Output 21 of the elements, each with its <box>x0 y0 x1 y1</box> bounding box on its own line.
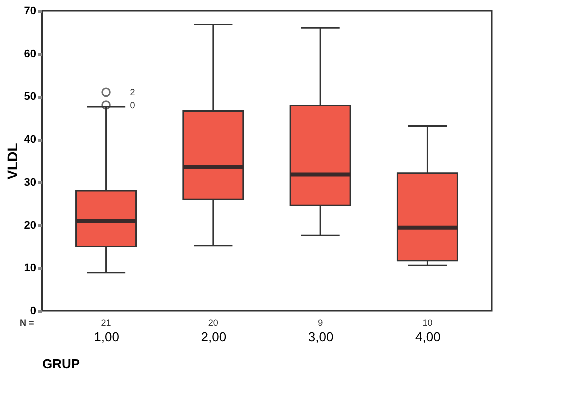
annotation: 0 <box>130 100 136 110</box>
x-tick-label: 2,00 <box>201 330 227 344</box>
y-tick-label: 50 <box>24 91 36 104</box>
annotation: 2 <box>130 87 136 98</box>
y-tick-label: 30 <box>24 176 36 189</box>
x-tick-label: 1,00 <box>94 330 120 344</box>
y-tick-label: 10 <box>24 262 36 275</box>
y-tick-label: 20 <box>24 220 36 232</box>
x-tick-label: 3,00 <box>308 330 334 344</box>
text: 9 <box>318 318 324 328</box>
y-tick-label: 40 <box>24 134 36 146</box>
text: 20 <box>208 318 218 328</box>
y-tick-label: 0 <box>30 306 36 318</box>
text: N = <box>20 318 34 328</box>
text: 21 <box>101 318 112 328</box>
x-axis-title: GRUP <box>42 356 80 372</box>
x-tick-label: 4,00 <box>416 330 441 344</box>
y-axis-title: VLDL <box>4 142 20 180</box>
y-tick-label: 60 <box>24 48 36 60</box>
y-tick-label: 70 <box>24 6 36 18</box>
text: 10 <box>422 318 433 328</box>
